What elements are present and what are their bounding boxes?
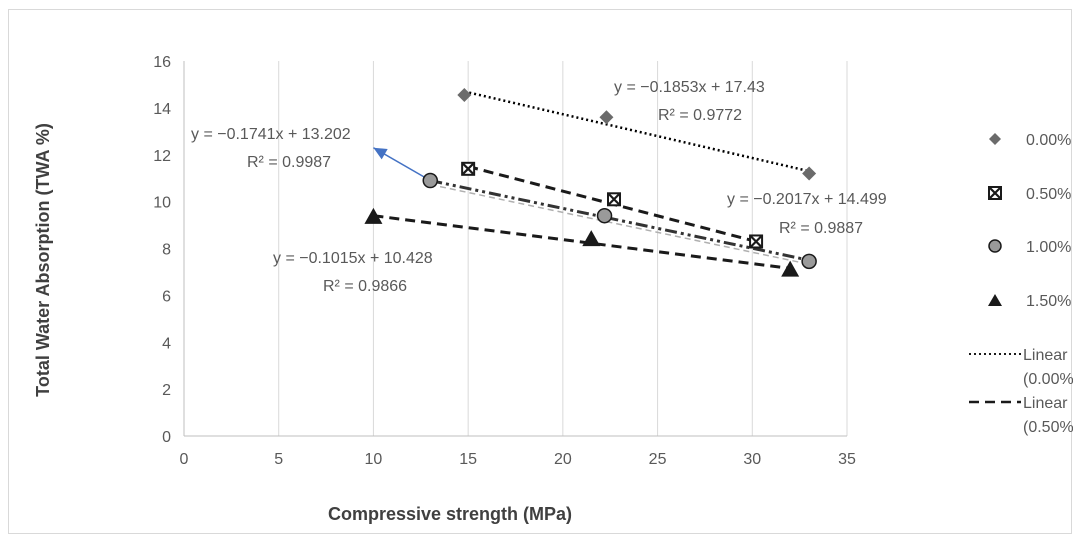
y-tick-label: 8 <box>162 242 171 259</box>
legend-label: 1.00% <box>1026 239 1071 256</box>
legend-item-4: Linear (0.00%) <box>969 347 1079 388</box>
legend-label: 1.50% <box>1026 293 1071 310</box>
equation-annotation-1: y = −0.1741x + 13.202 R² = 0.9987 <box>191 126 351 171</box>
equation-label: y = −0.1015x + 10.428 <box>273 250 433 267</box>
x-tick-label: 5 <box>274 451 283 468</box>
data-point-circle <box>596 207 613 224</box>
marker-x <box>462 163 474 175</box>
legend-label: 0.50% <box>1026 186 1071 203</box>
arrow-head-icon <box>373 147 388 160</box>
equation-annotation-2: y = −0.2017x + 14.499 R² = 0.9887 <box>727 191 887 237</box>
x-tick-label: 30 <box>743 451 761 468</box>
marker-x <box>608 193 620 206</box>
data-point-diamond <box>802 166 817 181</box>
y-tick-label: 4 <box>162 335 171 352</box>
data-point-triangle <box>781 260 800 277</box>
y-tick-label: 12 <box>153 148 171 165</box>
r-squared-label: R² = 0.9987 <box>247 154 331 171</box>
trendline <box>464 90 810 173</box>
equation-annotation-3: y = −0.1015x + 10.428 R² = 0.9866 <box>273 250 433 295</box>
r-squared-label: R² = 0.9772 <box>658 107 742 124</box>
circle-marker-icon <box>988 239 1002 253</box>
y-axis-title: Total Water Absorption (TWA %) <box>33 123 53 397</box>
equation-label: y = −0.1741x + 13.202 <box>191 126 351 143</box>
x-tick-label: 0 <box>180 451 189 468</box>
equation-label: y = −0.1853x + 17.43 <box>614 79 765 96</box>
trendline-shadow <box>430 183 810 265</box>
x-tick-label: 20 <box>554 451 572 468</box>
y-tick-label: 10 <box>153 195 171 212</box>
data-point-boxed-x <box>461 161 476 176</box>
data-point-diamond <box>599 110 614 125</box>
legend-item-5: Linear (0.50%) <box>969 395 1079 436</box>
scatter-chart: 0 5 10 15 20 25 30 35 0 2 4 6 8 10 12 14 16 Compressive … <box>33 54 1079 524</box>
y-tick-label: 14 <box>153 101 171 118</box>
axes: 0 5 10 15 20 25 30 35 0 2 4 6 8 10 12 14 16 <box>153 54 856 468</box>
trendline <box>373 214 791 270</box>
legend-label-sub: (0.50%) <box>1023 419 1073 436</box>
x-tick-label: 35 <box>838 451 856 468</box>
grid-lines <box>278 61 848 436</box>
legend-item-1: 0.50% <box>988 186 1071 203</box>
data-point-boxed-x <box>749 234 764 249</box>
annotation-arrow <box>373 147 431 182</box>
marker-x <box>750 235 762 248</box>
data-point-diamond <box>457 87 472 102</box>
x-axis-title: Compressive strength (MPa) <box>328 504 572 524</box>
data-point-boxed-x <box>607 192 622 207</box>
legend-item-2: 1.00% <box>988 239 1071 256</box>
data-point-triangle <box>364 207 383 224</box>
y-tick-label: 16 <box>153 54 171 71</box>
equation-label: y = −0.2017x + 14.499 <box>727 191 887 208</box>
x-tick-label: 10 <box>365 451 383 468</box>
data-markers <box>364 87 817 277</box>
legend-item-0: 0.00% <box>989 132 1071 149</box>
trendline <box>429 179 810 262</box>
x-tick-label: 25 <box>649 451 667 468</box>
legend-label-sub: (0.00%) <box>1023 371 1073 388</box>
legend-label: Linear <box>1023 395 1068 412</box>
triangle-marker-icon <box>988 294 1002 306</box>
legend: 0.00% 0.50% 1.00% 1.50% Linear (0.00%) L… <box>969 132 1079 436</box>
y-tick-label: 0 <box>162 429 171 446</box>
r-squared-label: R² = 0.9887 <box>779 220 863 237</box>
legend-label: 0.00% <box>1026 132 1071 149</box>
diamond-marker-icon <box>989 133 1001 145</box>
legend-item-3: 1.50% <box>988 293 1071 310</box>
data-point-circle <box>801 253 817 270</box>
data-point-circle <box>422 172 439 189</box>
r-squared-label: R² = 0.9866 <box>323 278 407 295</box>
boxed-x-marker-icon <box>988 186 1002 200</box>
y-tick-label: 6 <box>162 288 171 305</box>
legend-label: Linear <box>1023 347 1068 364</box>
chart-frame: 0 5 10 15 20 25 30 35 0 2 4 6 8 10 12 14 16 Compressive … <box>8 9 1079 534</box>
data-point-triangle <box>582 230 601 247</box>
x-tick-label: 15 <box>459 451 477 468</box>
equation-annotation-0: y = −0.1853x + 17.43 R² = 0.9772 <box>614 79 765 124</box>
y-tick-label: 2 <box>162 382 171 399</box>
